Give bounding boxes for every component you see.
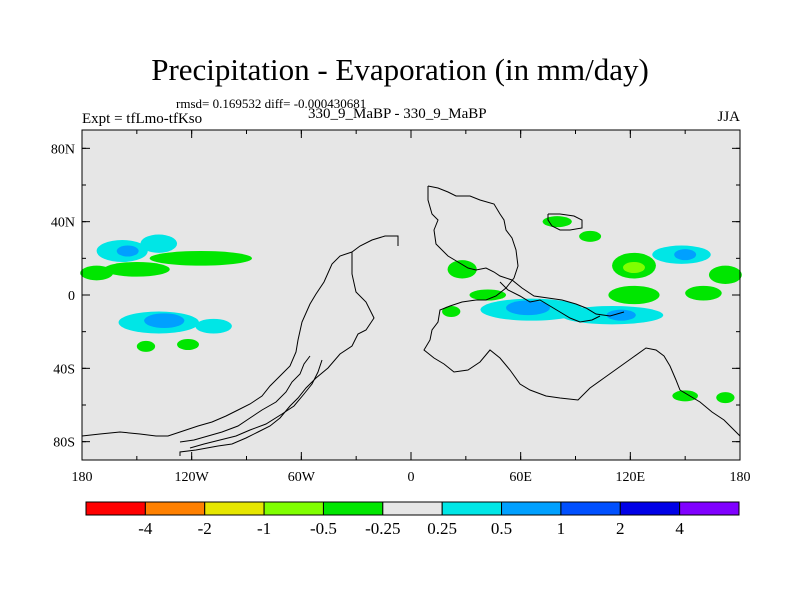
y-tick-label: 0 — [68, 289, 75, 304]
coastline-andes — [179, 355, 311, 443]
x-tick-label: 180 — [72, 470, 93, 485]
anomaly-layer — [80, 216, 742, 404]
anomaly-region — [672, 390, 698, 402]
colorbar-swatch — [501, 501, 562, 516]
anomaly-region — [685, 285, 722, 301]
anomaly-region — [144, 313, 185, 328]
anomaly-region — [103, 262, 170, 277]
colorbar-swatch — [85, 501, 146, 516]
y-tick-label: 40N — [51, 216, 75, 231]
anomaly-region — [136, 340, 156, 352]
anomaly-region — [608, 285, 660, 305]
anomaly-region — [579, 230, 602, 242]
colorbar-label: 0.5 — [491, 519, 512, 538]
colorbar-label: -4 — [138, 519, 153, 538]
y-tick-label: 80N — [51, 142, 75, 157]
x-tick-label: 60W — [288, 470, 316, 485]
chart-title: Precipitation - Evaporation (in mm/day) — [151, 52, 649, 87]
anomaly-region — [149, 251, 252, 266]
colorbar-label: -2 — [198, 519, 212, 538]
stats-line: rmsd= 0.169532 diff= -0.000430681 — [176, 96, 367, 111]
anomaly-region — [195, 318, 232, 334]
anomaly-region — [623, 262, 645, 273]
y-tick-label: 40S — [53, 362, 75, 377]
coastline-north-africa — [427, 186, 625, 317]
anomaly-region — [80, 265, 114, 281]
x-tick-label: 180 — [730, 470, 751, 485]
colorbar-label: 4 — [675, 519, 684, 538]
anomaly-region — [542, 216, 572, 228]
coastline-antarctic-peninsula — [189, 359, 323, 449]
case-label: 330_9_MaBP - 330_9_MaBP — [308, 106, 487, 122]
colorbar-label: -0.5 — [310, 519, 337, 538]
anomaly-region — [140, 234, 178, 253]
colorbar-swatch — [263, 501, 324, 516]
colorbar-label: 0.25 — [427, 519, 457, 538]
colorbar-swatch — [144, 501, 206, 516]
colorbar-swatch — [204, 501, 265, 516]
coastline-east-asia — [547, 213, 583, 231]
x-tick-label: 120E — [616, 470, 646, 485]
coastline-africa-eurasia — [423, 185, 741, 437]
axes-layer: 180 120W 60W 0 60E 120E 180 80N 40N 0 40S 80S — [51, 129, 751, 485]
colorbar-swatch — [679, 501, 740, 516]
colorbar-swatch — [619, 501, 681, 516]
anomaly-region — [716, 392, 735, 404]
colorbar-swatch — [382, 501, 443, 516]
experiment-label: Expt = tfLmo-tfKso — [82, 111, 203, 127]
colorbar: -4 -2 -1 -0.5 -0.25 0.25 0.5 1 2 4 — [85, 501, 740, 538]
colorbar-swatch — [560, 501, 621, 516]
anomaly-region — [708, 265, 742, 285]
colorbar-swatch — [322, 501, 384, 516]
coastline-americas — [179, 235, 399, 456]
anomaly-region — [447, 260, 477, 279]
y-tick-label: 80S — [53, 436, 75, 451]
anomaly-region — [177, 339, 199, 350]
colorbar-swatch — [441, 501, 503, 516]
anomaly-region — [442, 306, 461, 317]
anomaly-region — [469, 289, 507, 301]
anomaly-region — [116, 245, 139, 257]
colorbar-label: 2 — [616, 519, 625, 538]
coastline-layer — [81, 185, 741, 456]
anomaly-region — [674, 249, 697, 261]
x-tick-label: 0 — [408, 470, 415, 485]
colorbar-label: -0.25 — [365, 519, 400, 538]
coastline-americas-west — [81, 251, 353, 437]
colorbar-label: -1 — [257, 519, 271, 538]
coastline-arabia-india — [499, 281, 601, 323]
anomaly-region — [506, 300, 550, 316]
x-tick-label: 60E — [509, 470, 532, 485]
x-tick-label: 120W — [175, 470, 210, 485]
anomaly-region — [606, 309, 636, 321]
season-label: JJA — [717, 109, 740, 125]
colorbar-label: 1 — [557, 519, 566, 538]
